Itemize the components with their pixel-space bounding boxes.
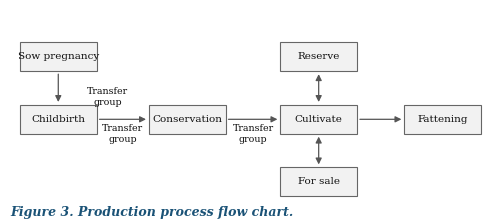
Text: Reserve: Reserve xyxy=(298,52,340,61)
FancyBboxPatch shape xyxy=(20,42,97,71)
Text: For sale: For sale xyxy=(298,177,340,186)
Text: Conservation: Conservation xyxy=(152,115,222,124)
Text: Transfer
group: Transfer group xyxy=(87,87,128,107)
Text: Figure 3. Production process flow chart.: Figure 3. Production process flow chart. xyxy=(10,206,293,219)
FancyBboxPatch shape xyxy=(149,105,226,134)
Text: Childbirth: Childbirth xyxy=(31,115,85,124)
Text: Cultivate: Cultivate xyxy=(295,115,343,124)
FancyBboxPatch shape xyxy=(280,167,357,196)
Text: Transfer
group: Transfer group xyxy=(102,124,143,143)
FancyBboxPatch shape xyxy=(280,42,357,71)
Text: Fattening: Fattening xyxy=(418,115,468,124)
FancyBboxPatch shape xyxy=(20,105,97,134)
FancyBboxPatch shape xyxy=(280,105,357,134)
Text: Transfer
group: Transfer group xyxy=(233,124,273,143)
Text: Sow pregnancy: Sow pregnancy xyxy=(18,52,99,61)
FancyBboxPatch shape xyxy=(404,105,481,134)
